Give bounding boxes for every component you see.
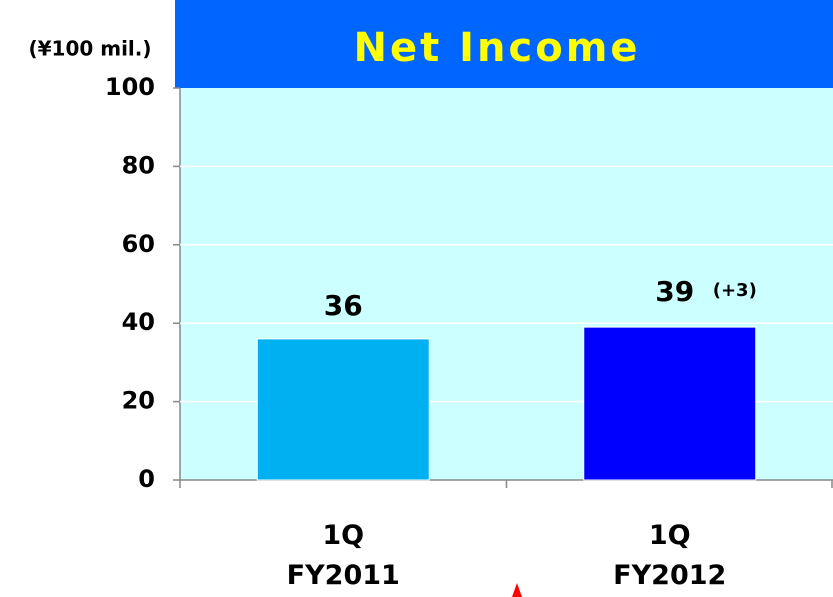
x-tick-label: 1Q FY2011 bbox=[286, 520, 400, 591]
bar bbox=[256, 338, 430, 481]
x-tick-label: 1Q FY2012 bbox=[613, 520, 727, 591]
title-banner bbox=[175, 0, 833, 88]
value-label: 36 bbox=[324, 289, 363, 322]
y-tick-label: 60 bbox=[122, 230, 155, 258]
bar bbox=[583, 326, 757, 481]
y-tick-label: 40 bbox=[122, 308, 155, 336]
y-tick-label: 100 bbox=[105, 73, 155, 101]
y-tick-label: 80 bbox=[122, 151, 155, 179]
unit-label: (¥100 mil.) bbox=[28, 37, 151, 61]
y-tick-label: 0 bbox=[138, 465, 155, 493]
marker bbox=[512, 583, 522, 597]
value-label: 39 bbox=[655, 275, 694, 308]
annotation: (+3) bbox=[713, 280, 757, 301]
y-tick-label: 20 bbox=[122, 387, 155, 415]
chart-title: Net Income bbox=[353, 25, 640, 71]
